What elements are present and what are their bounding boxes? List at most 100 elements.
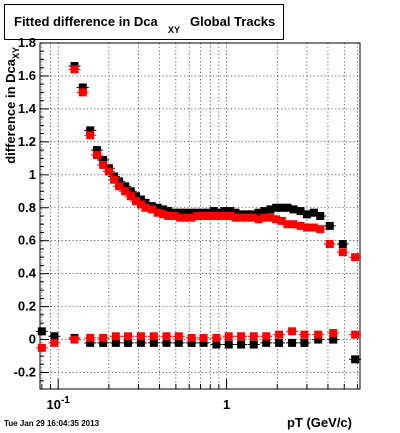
series-0-point [226,207,235,216]
series-0-point [314,335,323,344]
series-1-point [283,220,292,229]
series-1-point [289,220,298,229]
series-0-point [187,338,196,347]
series-0-point [121,182,130,191]
series-0-point [181,208,190,217]
y-tick-label: -0.2 [14,365,36,380]
series-0-point [141,198,150,207]
series-1-point [149,332,158,341]
series-0-point [92,146,101,155]
series-0-point [136,195,145,204]
y-tick-label: 0.8 [18,200,36,215]
series-1-point [296,221,305,230]
series-1-point [70,335,79,344]
timestamp: Tue Jan 29 16:04:35 2013 [4,419,100,428]
series-1-point [302,223,311,232]
series-1-point [37,343,46,352]
series-0-point [124,338,133,347]
x-axis-title: pT (GeV/c) [287,415,352,430]
series-1-point [212,333,221,342]
series-1-point [309,223,318,232]
series-0-point [115,177,124,186]
series-0-point [99,338,108,347]
chart-title: Fitted difference in Dca [14,14,158,29]
series-0-point [50,332,59,341]
series-0-point [325,221,334,230]
y-tick-label: 1.6 [18,68,36,83]
series-1-point [275,330,284,339]
y-tick-label: 1.4 [18,101,37,116]
series-0-point [254,208,263,217]
y-axis-title: difference in DcaXY [3,47,21,164]
series-1-point [314,330,323,339]
series-1-point [99,333,108,342]
series-1-point [272,215,281,224]
series-0-point [288,338,297,347]
series-1-point [288,327,297,336]
series-0-point [111,338,120,347]
series-1-point [153,208,162,217]
series-0-point [231,208,240,217]
series-0-point [78,83,87,92]
y-tick-label: 0.4 [18,266,37,281]
series-1-point [92,151,101,160]
series-1-point [124,332,133,341]
series-1-point [132,197,141,206]
series-1-point [115,182,124,191]
series-0-point [300,338,309,347]
series-1-point [249,332,258,341]
series-1-point [121,187,130,196]
series-0-point [296,207,305,216]
series-0-point [316,212,325,220]
series-0-point [136,338,145,347]
series-1-point [316,225,325,234]
series-1-point [199,333,208,342]
series-0-point [99,155,108,164]
series-0-point [275,338,284,347]
series-1-point [174,332,183,341]
series-0-point [37,327,46,336]
series-1-point [162,332,171,341]
series-0-point [86,126,95,135]
series-1-point [110,175,119,184]
series-1-point [338,248,347,257]
series-0-point [262,338,271,347]
series-1-point [78,88,87,97]
series-0-point [249,340,258,349]
y-tick-label: 0.6 [18,233,36,248]
series-0-point [224,340,233,349]
series-1-point [277,216,286,225]
series-1-point [126,192,135,201]
series-1-point [159,210,168,219]
series-0-point [162,338,171,347]
series-0-point [86,338,95,347]
series-0-point [159,205,168,214]
series-1-point [141,203,150,212]
series-1-point [111,332,120,341]
series-1-point [99,160,108,169]
x-tick-label: 10-1 [46,395,70,412]
series-0-point [212,340,221,349]
series-0-point [283,203,292,212]
series-0-point [302,210,311,219]
y-tick-label: 0.2 [18,299,36,314]
chart-title-tail: Global Tracks [190,14,276,29]
x-tick-label: 1 [223,397,230,412]
series-1-point [300,330,309,339]
series-1-point [86,333,95,342]
series-0-point [329,335,338,344]
series-1-point [254,215,263,224]
series-0-point [199,338,208,347]
chart-title-box: Fitted difference in Dca XY Global Track… [4,4,284,40]
series-1-point [351,253,360,262]
series-0-point [149,338,158,347]
series-1-point [136,332,145,341]
series-1-point [187,213,196,222]
series-0-point [338,240,347,249]
series-1-point [248,213,257,222]
series-1-point [147,205,156,214]
series-0-point [237,340,246,349]
series-0-point [260,207,269,216]
series-1-point [266,213,275,222]
